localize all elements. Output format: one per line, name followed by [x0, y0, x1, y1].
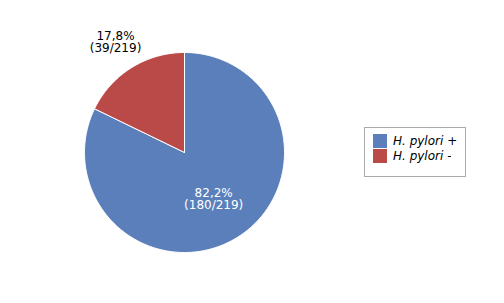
svg-text:82,2%(180/219): 82,2%(180/219) — [184, 185, 243, 211]
svg-text:17,8%(39/219): 17,8%(39/219) — [90, 29, 142, 55]
html-text:H. pylori +: H. pylori + — [393, 133, 458, 148]
html-text:H. pylori -: H. pylori - — [393, 148, 452, 163]
